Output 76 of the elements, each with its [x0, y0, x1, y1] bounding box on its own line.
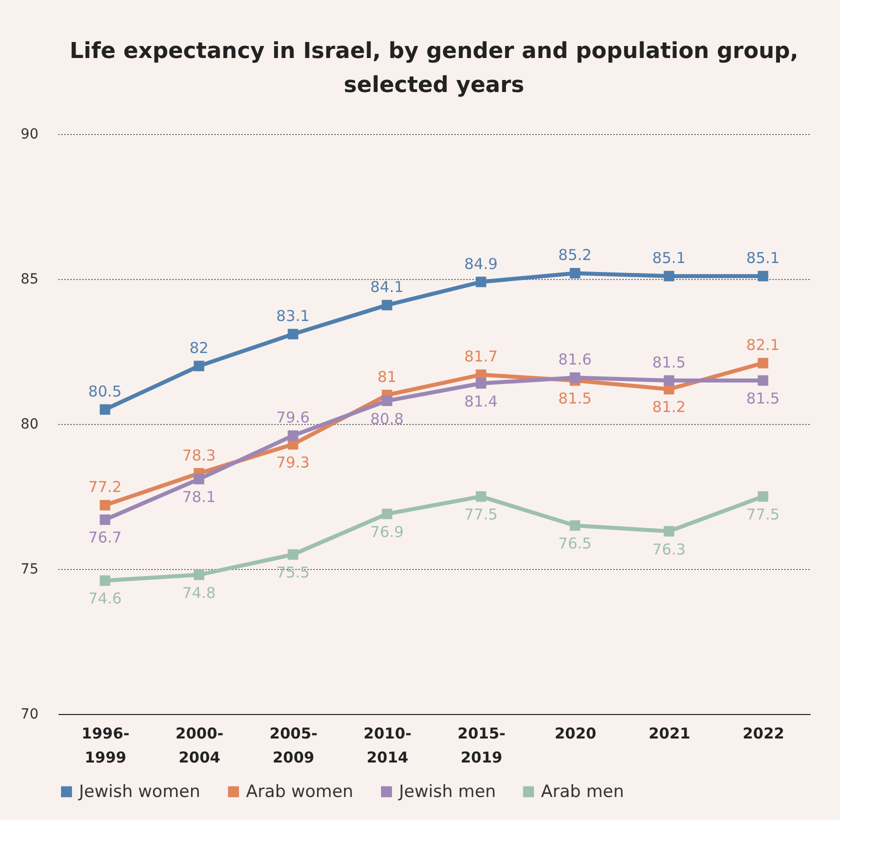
point	[382, 300, 392, 310]
x-tick-label: 2015-2019	[458, 724, 506, 766]
x-tick-label: 2022	[742, 724, 784, 742]
data-label: 79.3	[276, 453, 310, 472]
point	[100, 500, 110, 510]
point	[664, 270, 674, 282]
chart-title: Life expectancy in Israel, by gender and population group, selected years	[70, 39, 798, 98]
point	[664, 526, 674, 537]
point	[758, 358, 768, 368]
data-label: 76.9	[370, 522, 404, 541]
y-tick-label: 80	[20, 416, 38, 432]
legend-label: Arab women	[246, 782, 354, 802]
point	[100, 514, 110, 525]
point	[100, 575, 110, 586]
legend-label: Arab men	[541, 782, 624, 802]
data-label: 85.2	[558, 246, 592, 264]
data-label: 77.2	[88, 478, 122, 496]
data-label: 74.8	[182, 584, 216, 602]
point	[758, 270, 768, 282]
data-label: 81.7	[464, 348, 498, 366]
data-label: 85.1	[746, 249, 780, 268]
data-label: 81	[377, 368, 397, 386]
point	[194, 474, 204, 484]
data-label: 78.1	[182, 488, 216, 506]
data-label: 81.4	[464, 392, 498, 410]
data-label: 77.5	[464, 506, 498, 524]
point	[664, 375, 674, 386]
data-label: 84.9	[464, 254, 498, 273]
point	[570, 520, 580, 531]
data-label: 77.5	[746, 506, 780, 524]
data-label: 76.7	[88, 528, 122, 547]
y-tick-label: 90	[20, 126, 38, 142]
point	[288, 549, 298, 560]
x-tick-label: 2020	[554, 724, 596, 742]
data-label: 82.1	[746, 336, 780, 354]
point	[288, 430, 298, 441]
x-tick-label: 2000-2004	[176, 724, 224, 766]
point	[194, 360, 204, 372]
data-label: 84.1	[370, 278, 404, 296]
x-tick-label: 2010-2014	[364, 724, 412, 766]
data-label: 81.5	[746, 390, 780, 408]
point	[570, 268, 580, 278]
data-label: 81.5	[652, 354, 686, 372]
data-label: 82	[189, 339, 209, 357]
point	[476, 491, 486, 502]
y-tick-label: 75	[20, 562, 38, 578]
data-label: 80.8	[370, 410, 404, 428]
point	[476, 378, 486, 389]
point	[194, 570, 204, 580]
data-label: 81.2	[652, 398, 686, 416]
point	[758, 491, 768, 502]
y-tick-label: 70	[20, 706, 38, 722]
x-tick-label: 1996-1999	[82, 724, 130, 766]
data-label: 85.1	[652, 249, 686, 268]
point	[570, 372, 580, 383]
point	[476, 276, 486, 288]
x-tick-label: 2021	[648, 724, 690, 742]
legend-label: Jewish women	[78, 782, 200, 802]
data-label: 81.5	[558, 390, 592, 408]
data-label: 76.5	[558, 534, 592, 552]
point	[100, 404, 110, 415]
y-tick-label: 85	[20, 272, 38, 288]
point	[382, 508, 392, 520]
data-label: 78.3	[182, 446, 216, 464]
legend-label: Jewish men	[398, 782, 496, 802]
point	[288, 328, 298, 340]
data-label: 76.3	[652, 540, 686, 558]
data-label: 74.6	[88, 590, 122, 608]
data-label: 83.1	[276, 307, 310, 326]
data-label: 80.5	[88, 382, 122, 400]
point	[758, 375, 768, 386]
point	[382, 396, 392, 406]
data-label: 75.5	[276, 564, 310, 582]
data-label: 81.6	[558, 350, 592, 369]
data-label: 79.6	[276, 408, 310, 427]
x-tick-label: 2005-2009	[270, 724, 318, 766]
